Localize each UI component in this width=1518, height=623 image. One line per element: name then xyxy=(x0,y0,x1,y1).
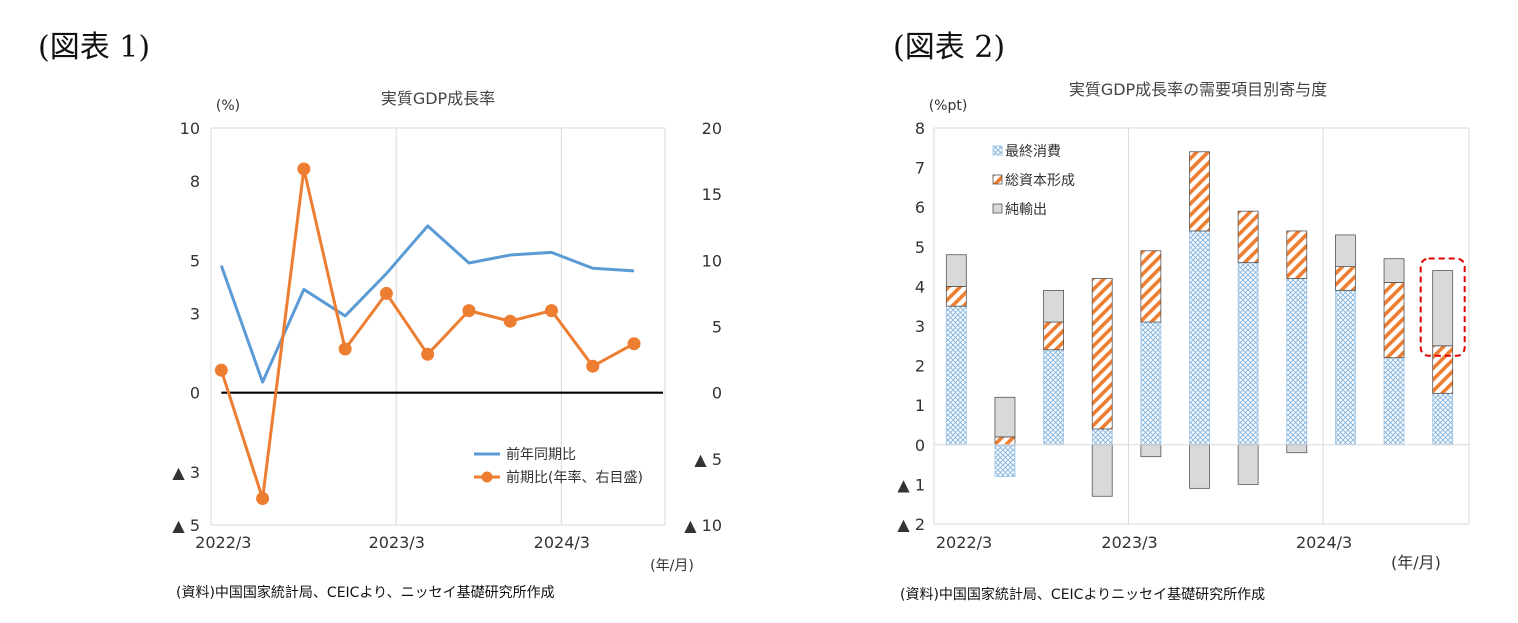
series-2-point xyxy=(545,304,558,318)
bar-segment-3 xyxy=(994,396,1016,438)
chart-1-left-tick-label: ▲ 3 xyxy=(172,463,200,482)
legend-swatch-1 xyxy=(992,145,1003,156)
highlight-box xyxy=(1419,257,1466,357)
bar-segment-3 xyxy=(1091,444,1113,497)
chart-2-y-tick-label: 2 xyxy=(915,357,925,376)
chart-1-right-tick-label: ▲ 10 xyxy=(684,516,722,535)
bar-segment-3 xyxy=(1432,270,1454,347)
chart-2-x-unit: (年/月) xyxy=(1391,553,1441,572)
chart-1-left-tick-label: 3 xyxy=(190,304,200,323)
chart-2-y-tick-label: 5 xyxy=(915,238,925,257)
chart-1-left-tick-label: 5 xyxy=(190,251,200,270)
chart-2-y-tick-label: 4 xyxy=(915,277,925,296)
chart-2-y-tick-label: 1 xyxy=(915,396,925,415)
series-2-point xyxy=(503,314,517,328)
bar-segment-3 xyxy=(1189,444,1210,489)
bar-segment-3 xyxy=(1140,444,1162,458)
bar-segment-1 xyxy=(1091,428,1113,446)
bar-segment-2 xyxy=(1237,210,1259,264)
chart-2-y-tick-label: 7 xyxy=(915,159,925,178)
legend-marker-2 xyxy=(481,471,493,483)
bar-segment-3 xyxy=(1043,289,1064,323)
bar-segment-3 xyxy=(945,254,967,287)
series-2-point xyxy=(586,359,600,373)
chart-2-y-tick-label: 8 xyxy=(915,119,925,138)
legend-label-1: 前年同期比 xyxy=(506,446,576,463)
chart-1-right-tick-label: 20 xyxy=(702,119,722,138)
bar-segment-1 xyxy=(1237,262,1259,446)
chart-1-right-tick-label: 0 xyxy=(712,384,722,403)
chart-1-y-unit: (%) xyxy=(216,98,240,114)
bar-segment-3 xyxy=(1237,444,1259,485)
chart-1-right-tick-label: 5 xyxy=(712,318,722,337)
series-2-point xyxy=(256,492,270,506)
bar-segment-1 xyxy=(945,305,967,446)
bar-segment-1 xyxy=(1140,321,1162,446)
chart-2-x-tick-label: 2024/3 xyxy=(1296,533,1352,552)
bar-segment-2 xyxy=(945,285,967,307)
series-line-1 xyxy=(219,224,635,384)
bar-segment-2 xyxy=(1043,321,1064,351)
series-2-point xyxy=(297,162,311,176)
bar-segment-1 xyxy=(1335,289,1356,446)
chart-1-left-tick-label: 8 xyxy=(190,172,200,191)
bar-segment-2 xyxy=(1335,266,1356,291)
chart-1-right-tick-label: 15 xyxy=(702,185,722,204)
chart-1-left-tick-label: 0 xyxy=(190,384,200,403)
chart-2-title: 実質GDP成長率の需要項目別寄与度 xyxy=(1069,80,1327,99)
legend-swatch-2 xyxy=(992,174,1003,185)
series-2-point xyxy=(462,304,476,318)
figure-2-source-note: (資料)中国国家統計局、CEICよりニッセイ基礎研究所作成 xyxy=(900,587,1266,603)
chart-1-x-tick-label: 2023/3 xyxy=(369,533,425,552)
bar-segment-2 xyxy=(1432,345,1454,394)
bar-segment-3 xyxy=(1335,234,1356,267)
bar-segment-1 xyxy=(1189,230,1210,446)
legend-label-3: 純輸出 xyxy=(1005,202,1047,218)
figure-1-label: (図表 1) xyxy=(38,30,151,65)
chart-2-y-unit: (%pt) xyxy=(929,98,968,114)
legend-label-2: 総資本形成 xyxy=(1005,173,1075,189)
series-2-point xyxy=(338,342,352,356)
chart-1-left-tick-label: 10 xyxy=(180,119,200,138)
chart-1-right-tick-label: 10 xyxy=(702,251,722,270)
bar-segment-2 xyxy=(1091,278,1113,430)
gdp-growth-line-chart: 実質GDP成長率 (%) 10 8 5 3 0 ▲ 3 ▲ 5 20 15 10 5 0 ▲ 5 ▲ 10 20… xyxy=(172,89,722,574)
series-2-point xyxy=(214,363,228,377)
bar-segment-1 xyxy=(1432,392,1454,446)
legend-label-1: 最終消費 xyxy=(1005,144,1061,160)
bar-segment-1 xyxy=(1043,349,1064,446)
series-2-point xyxy=(627,337,641,351)
bar-segment-1 xyxy=(994,444,1016,477)
figure-1-source-note: (資料)中国国家統計局、CEICより、ニッセイ基礎研究所作成 xyxy=(176,585,555,601)
figure-2-label: (図表 2) xyxy=(893,30,1006,65)
series-2-point xyxy=(379,286,393,300)
bar-segment-2 xyxy=(1383,282,1405,359)
bar-segment-1 xyxy=(1286,278,1308,446)
series-2-point xyxy=(421,347,435,361)
bar-segment-1 xyxy=(1383,357,1405,446)
chart-2-y-tick-label: 3 xyxy=(915,317,925,336)
chart-1-x-unit: (年/月) xyxy=(650,558,694,574)
chart-1-left-tick-label: ▲ 5 xyxy=(172,516,200,535)
bar-segment-3 xyxy=(1383,258,1405,283)
bar-segment-3 xyxy=(1286,444,1308,454)
legend-swatch-3 xyxy=(992,203,1003,214)
legend-label-2: 前期比(年率、右目盛) xyxy=(506,469,643,486)
chart-1-x-tick-label: 2022/3 xyxy=(195,533,251,552)
chart-2-x-tick-label: 2022/3 xyxy=(936,533,992,552)
bar-segment-2 xyxy=(1286,230,1308,279)
bar-segment-2 xyxy=(1140,250,1162,323)
chart-1-title: 実質GDP成長率 xyxy=(381,89,495,108)
chart-1-right-tick-label: ▲ 5 xyxy=(694,450,722,469)
chart-2-y-tick-label: ▲ 2 xyxy=(897,515,925,534)
chart-2-y-tick-label: 0 xyxy=(915,436,925,455)
bar-segment-2 xyxy=(994,436,1016,446)
chart-2-y-tick-label: 6 xyxy=(915,198,925,217)
chart-2-x-tick-label: 2023/3 xyxy=(1101,533,1157,552)
chart-2-y-tick-label: ▲ 1 xyxy=(897,475,925,494)
bar-segment-2 xyxy=(1189,151,1210,232)
gdp-contribution-bar-chart: 実質GDP成長率の需要項目別寄与度 (%pt)8 7 6 5 4 3 2 1 0 ▲ 1 ▲ 2 202… xyxy=(897,80,1470,572)
chart-1-x-tick-label: 2024/3 xyxy=(534,533,590,552)
